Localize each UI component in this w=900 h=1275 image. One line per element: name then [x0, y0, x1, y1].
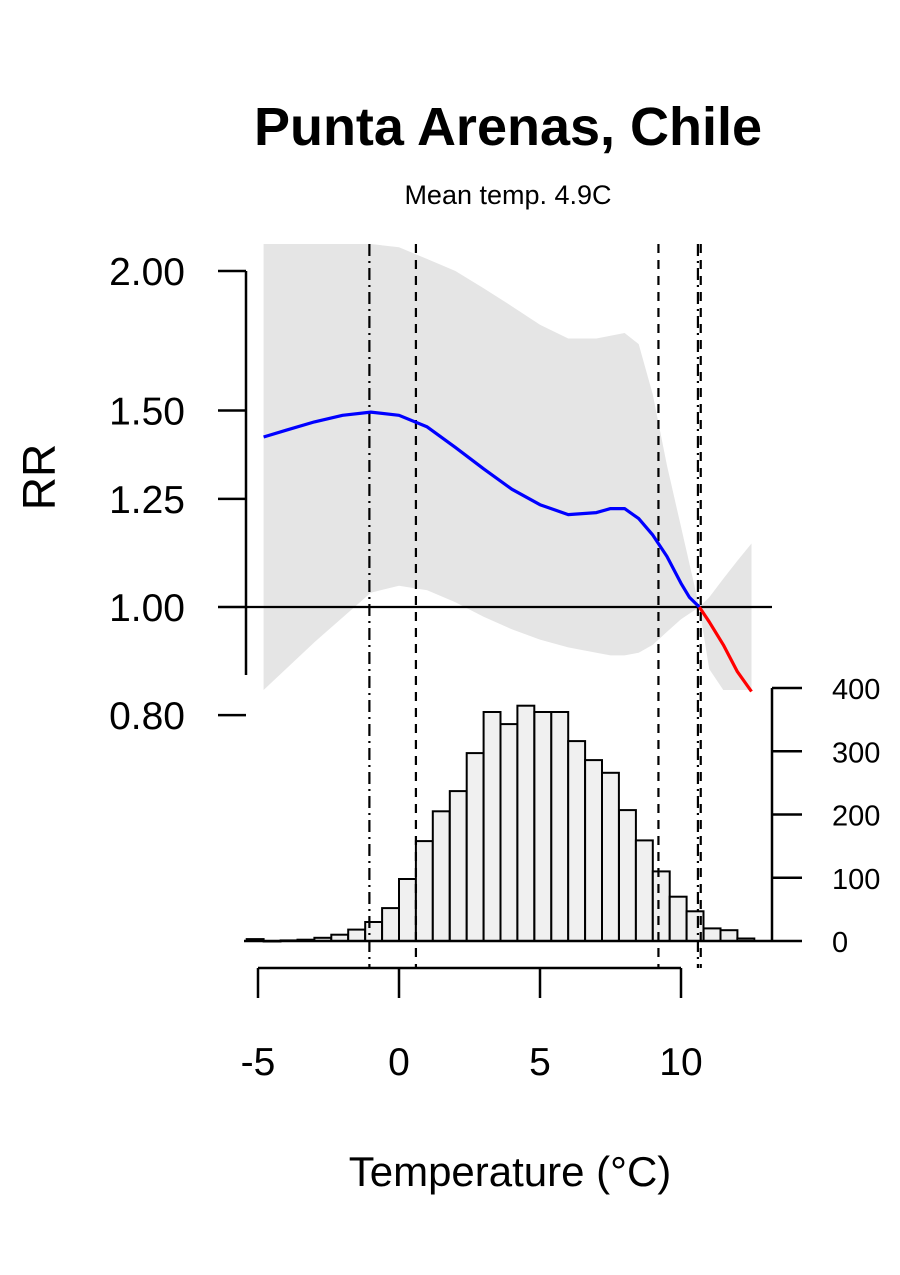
histogram-tick-label: 100	[832, 864, 880, 896]
chart-subtitle: Mean temp. 4.9C	[404, 180, 611, 210]
rr-curve-heat	[697, 606, 753, 693]
histogram-bar	[414, 840, 434, 942]
ci-band-layer	[263, 244, 752, 690]
histogram-bar	[381, 907, 401, 942]
histogram-bar	[584, 759, 603, 942]
curve-layer	[263, 410, 753, 693]
histogram-tick-label: 400	[832, 674, 880, 706]
histogram-tick-label: 0	[832, 927, 848, 959]
ci-band	[263, 244, 752, 690]
histogram-bar	[651, 870, 671, 943]
histogram-bar	[533, 711, 553, 942]
histogram-bar	[668, 895, 688, 943]
histogram-bar	[634, 839, 654, 943]
chart-title: Punta Arenas, Chile	[254, 97, 762, 157]
y-tick-label: 1.00	[109, 587, 185, 630]
x-tick-label: 0	[388, 1041, 410, 1084]
histogram-bar	[364, 921, 384, 942]
y-tick-label: 1.25	[109, 479, 185, 522]
histogram-bar	[448, 790, 468, 942]
histogram-bar	[499, 723, 519, 942]
histogram-layer	[244, 704, 772, 943]
histogram-bar	[431, 810, 451, 942]
histogram-bar	[601, 771, 620, 942]
histogram-bar	[567, 740, 587, 942]
histogram-bar	[347, 928, 367, 942]
x-tick-label: 5	[529, 1041, 551, 1084]
y-tick-label: 1.50	[109, 390, 185, 433]
histogram-bar	[719, 929, 739, 943]
histogram-bar	[465, 752, 485, 942]
x-tick-label: -5	[241, 1041, 276, 1084]
histogram-bar	[618, 809, 637, 942]
y-tick-label: 2.00	[109, 251, 185, 294]
y-tick-label: 0.80	[109, 695, 185, 738]
histogram-bar	[516, 704, 536, 943]
histogram-bar	[482, 711, 502, 942]
histogram-tick-label: 300	[832, 737, 880, 769]
x-axis-label: Temperature (°C)	[349, 1148, 672, 1195]
y-axis-label: RR	[13, 444, 65, 510]
histogram-bar	[702, 927, 722, 943]
rr-curve-cold	[263, 410, 701, 609]
x-tick-label: 10	[659, 1041, 702, 1084]
histogram-bar	[550, 711, 570, 942]
histogram-tick-label: 200	[832, 801, 880, 833]
histogram-bar	[398, 878, 417, 942]
